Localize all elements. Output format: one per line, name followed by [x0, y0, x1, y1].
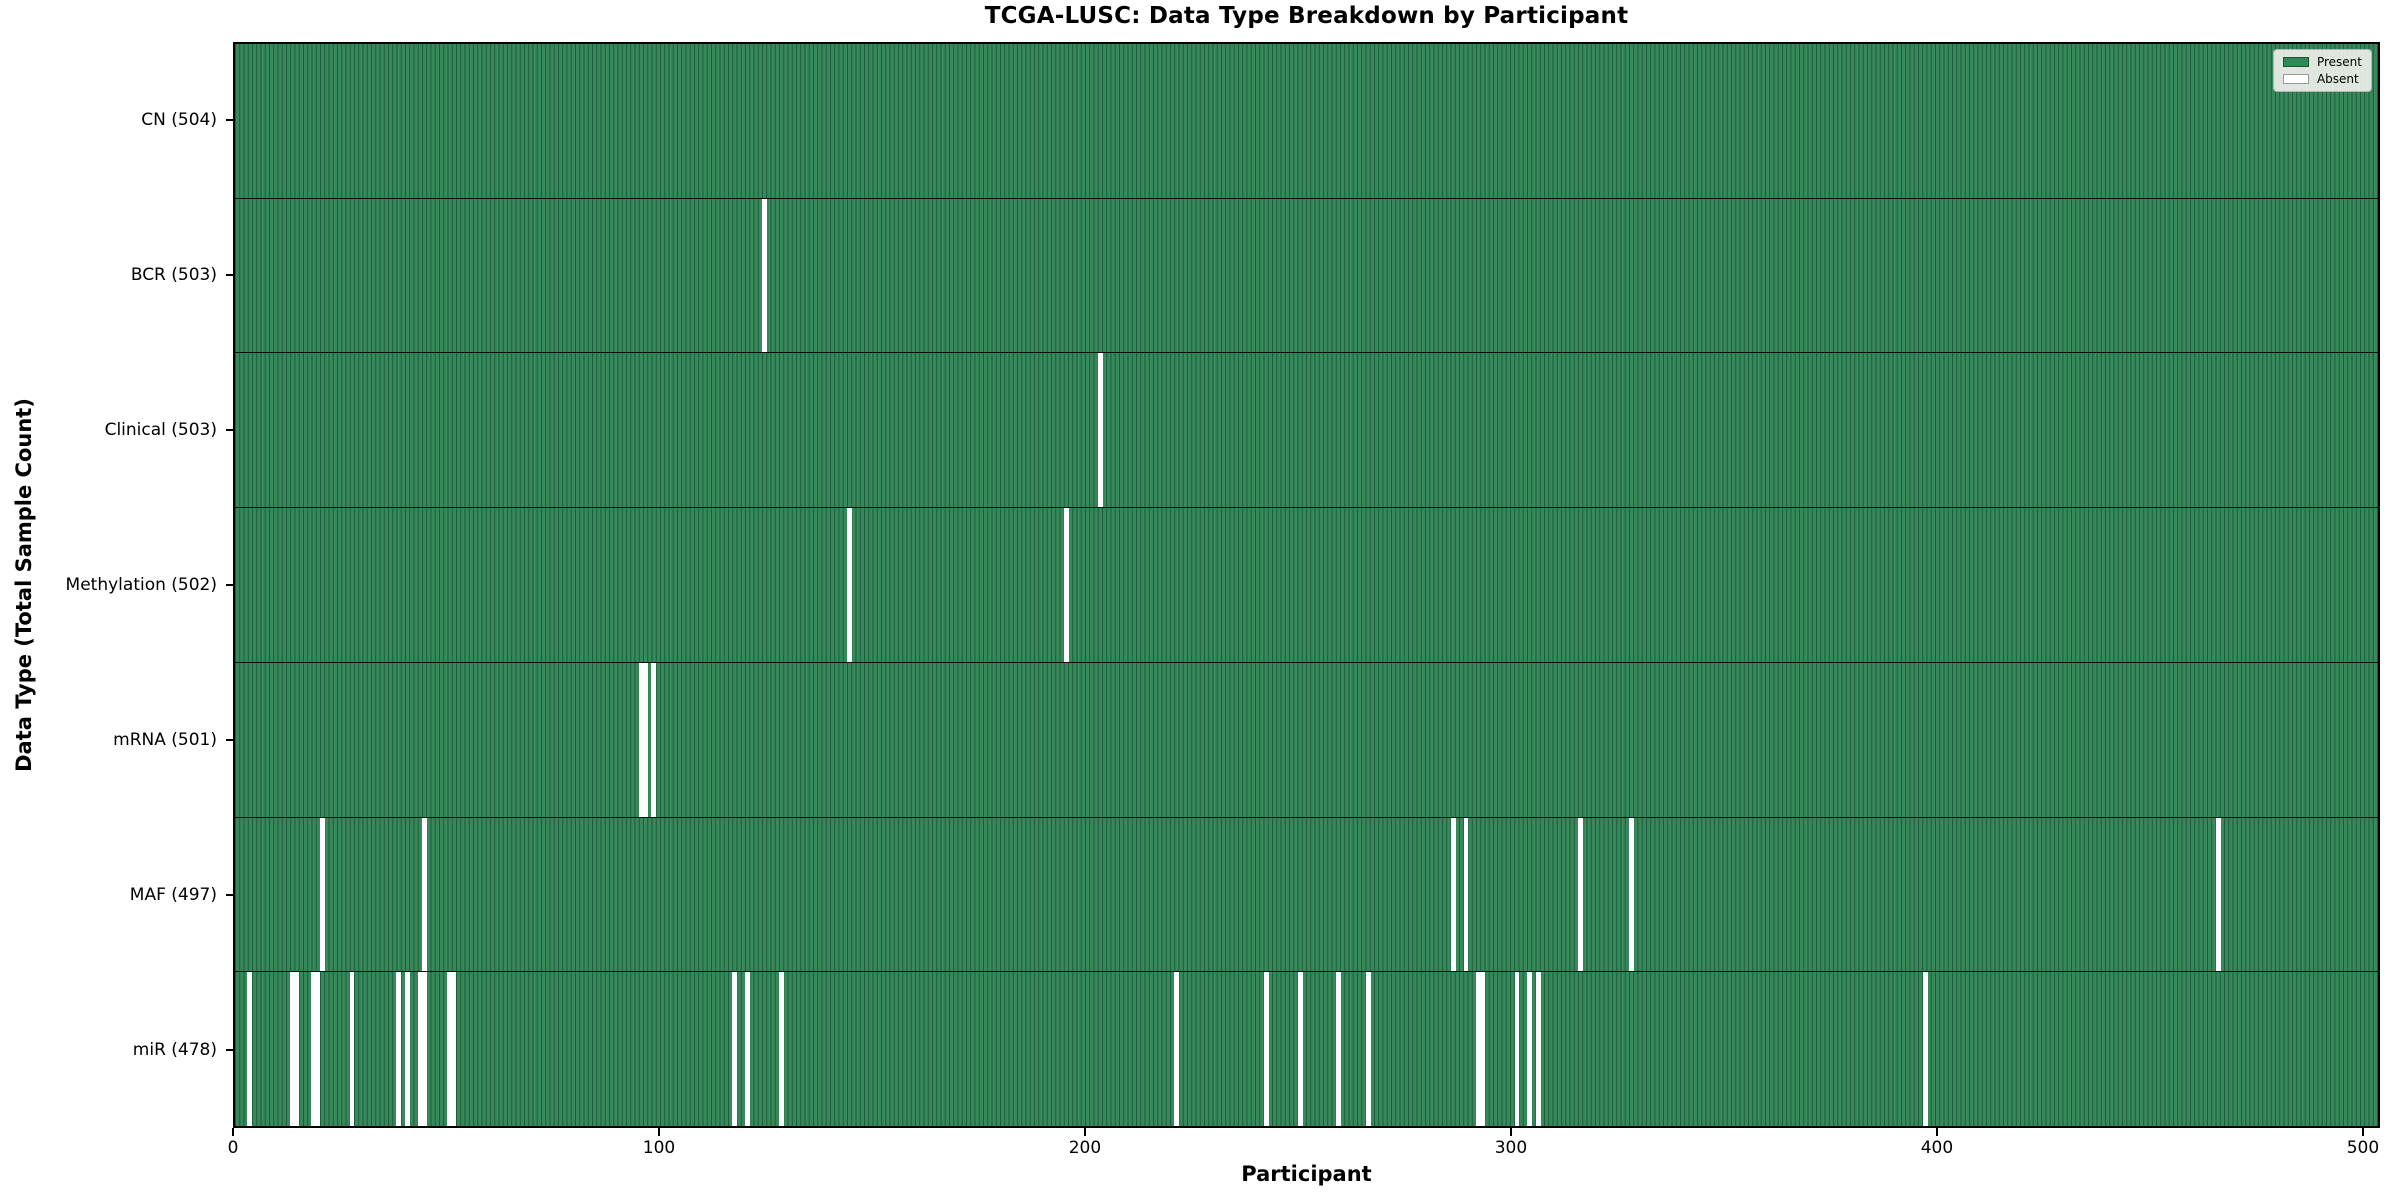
absent-mark	[651, 662, 657, 817]
y-tick-mark	[226, 894, 233, 897]
absent-mark	[846, 508, 852, 662]
y-tick-mark	[226, 739, 233, 742]
chart-title: TCGA-LUSC: Data Type Breakdown by Partic…	[984, 3, 1629, 29]
y-tick-label-maf: MAF (497)	[129, 885, 217, 906]
x-axis-label: Participant	[1241, 1162, 1372, 1186]
absent-mark	[642, 662, 648, 817]
y-tick-label-mir: miR (478)	[132, 1040, 217, 1061]
x-tick-label: 400	[1920, 1138, 1954, 1158]
absent-mark	[289, 972, 295, 1127]
absent-mark	[1922, 972, 1928, 1127]
x-tick-label: 500	[2346, 1138, 2380, 1158]
absent-mark	[778, 972, 784, 1127]
legend-item-present: Present	[2282, 55, 2362, 69]
absent-mark	[421, 817, 427, 972]
x-axis: 0 100 200 300 400 500	[228, 1128, 2380, 1168]
absent-mark	[2216, 817, 2221, 972]
x-tick-label: 200	[1068, 1138, 1102, 1158]
x-tick-mark	[1083, 1128, 1086, 1136]
legend-item-absent: Absent	[2282, 72, 2362, 86]
legend: Present Absent	[2272, 49, 2372, 92]
absent-mark	[451, 972, 457, 1127]
heatmap-row-methylation	[235, 507, 2378, 662]
absent-mark	[1514, 972, 1520, 1127]
absent-mark	[396, 972, 402, 1127]
y-tick-mark	[226, 1049, 233, 1052]
absent-mark	[417, 972, 423, 1127]
absent-mark	[744, 972, 750, 1127]
absent-mark	[404, 972, 410, 1127]
absent-mark	[1463, 817, 1469, 972]
absent-mark	[1578, 817, 1584, 972]
heatmap-row-mir	[235, 971, 2378, 1127]
y-tick-mark	[226, 273, 233, 276]
x-tick-mark	[1935, 1128, 1938, 1136]
heatmap-row-bcr	[235, 197, 2378, 353]
heatmap-row-cn	[235, 44, 2378, 198]
absent-mark	[349, 972, 355, 1127]
x-tick-mark	[1509, 1128, 1512, 1136]
y-tick-label-clinical: Clinical (503)	[104, 419, 217, 440]
absent-mark	[1480, 972, 1486, 1127]
plot-area: Present Absent	[233, 42, 2380, 1128]
absent-mark	[1174, 972, 1180, 1127]
absent-mark	[421, 972, 427, 1127]
absent-mark	[1263, 972, 1269, 1127]
y-tick-mark	[226, 428, 233, 431]
y-tick-label-mrna: mRNA (501)	[113, 730, 217, 751]
x-tick-mark	[232, 1128, 234, 1136]
x-tick-label: 100	[642, 1138, 676, 1158]
absent-mark	[315, 972, 321, 1127]
heatmap-row-mrna	[235, 661, 2378, 817]
absent-mark	[1365, 972, 1371, 1127]
y-tick-mark	[226, 118, 233, 121]
legend-label: Present	[2316, 55, 2362, 69]
absent-mark	[1097, 353, 1103, 508]
absent-mark	[1335, 972, 1341, 1127]
heatmap-row-maf	[235, 816, 2378, 972]
absent-mark	[1527, 972, 1533, 1127]
absent-mark	[294, 972, 300, 1127]
x-tick-label: 0	[227, 1138, 239, 1158]
heatmap-row-clinical	[235, 352, 2378, 508]
absent-mark	[319, 817, 325, 972]
absent-mark	[311, 972, 317, 1127]
absent-mark	[1535, 972, 1541, 1127]
absent-mark	[761, 198, 767, 353]
y-axis: CN (504) BCR (503) Clinical (503) Methylati…	[0, 42, 233, 1128]
legend-swatch-absent	[2282, 74, 2309, 84]
y-tick-label-bcr: BCR (503)	[130, 264, 217, 285]
y-tick-mark	[226, 584, 233, 586]
absent-mark	[1450, 817, 1456, 972]
absent-mark	[1476, 972, 1482, 1127]
absent-mark	[447, 972, 453, 1127]
x-tick-label: 300	[1494, 1138, 1528, 1158]
x-tick-mark	[657, 1128, 660, 1136]
legend-swatch-present	[2282, 57, 2309, 67]
absent-mark	[638, 662, 644, 817]
x-tick-mark	[2361, 1128, 2364, 1136]
y-tick-label-methylation: Methylation (502)	[65, 575, 217, 595]
absent-mark	[247, 972, 253, 1127]
y-tick-label-cn: CN (504)	[141, 109, 217, 130]
absent-mark	[1297, 972, 1303, 1127]
legend-label: Absent	[2316, 72, 2359, 86]
absent-mark	[732, 972, 738, 1127]
absent-mark	[1063, 508, 1069, 662]
absent-mark	[1629, 817, 1635, 972]
